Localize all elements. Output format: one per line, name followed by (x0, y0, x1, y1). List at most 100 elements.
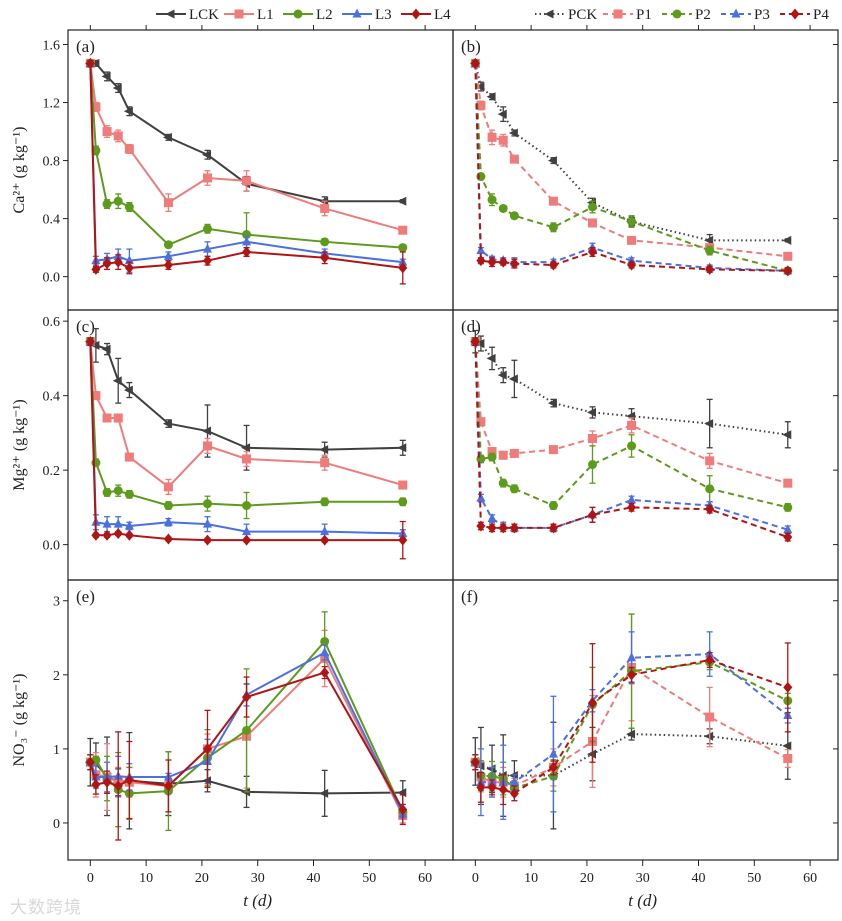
marker-square (783, 754, 793, 764)
y-tick-label: 0.8 (43, 155, 61, 170)
marker-circle (672, 9, 682, 19)
marker-circle (587, 460, 597, 470)
marker-diamond (102, 258, 112, 270)
marker-diamond (587, 697, 597, 709)
marker-diamond (113, 780, 123, 792)
marker-circle (242, 230, 252, 240)
marker-square (124, 452, 134, 462)
marker-circle (124, 489, 134, 499)
legend-label: L4 (434, 7, 451, 23)
marker-diamond (627, 501, 637, 513)
marker-triangle (202, 518, 212, 528)
marker-diamond (470, 336, 480, 348)
x-tick-label: 30 (251, 871, 265, 886)
marker-triangle (509, 776, 519, 786)
x-tick-label: 50 (362, 871, 376, 886)
x-tick-label: 40 (692, 871, 706, 886)
marker-diamond (91, 529, 101, 541)
series-line (474, 665, 789, 788)
x-tick-label: 40 (307, 871, 321, 886)
series-line (89, 671, 404, 811)
y-tick-label: 0.0 (43, 271, 61, 286)
marker-diamond (790, 8, 800, 20)
marker-diamond (627, 259, 637, 271)
marker-left-triangle (508, 128, 518, 138)
marker-diamond (320, 667, 330, 679)
marker-circle (705, 484, 715, 494)
marker-diamond (548, 761, 558, 773)
panel-label: (b) (461, 37, 481, 56)
marker-triangle (783, 524, 793, 534)
marker-triangle (242, 236, 252, 246)
marker-diamond (783, 681, 793, 693)
legend-item-P4: P4 (780, 7, 829, 23)
marker-circle (509, 484, 519, 494)
marker-left-triangle (201, 776, 211, 786)
marker-left-triangle (101, 344, 111, 354)
series-L4 (85, 336, 408, 560)
marker-square (124, 144, 134, 154)
marker-square (509, 154, 519, 164)
legend-item-P3: P3 (721, 7, 770, 23)
marker-left-triangle (782, 741, 792, 751)
marker-left-triangle (90, 340, 100, 350)
legend-label: L3 (375, 7, 392, 23)
marker-diamond (113, 527, 123, 539)
series-line (89, 656, 404, 817)
series-PCK (469, 329, 792, 449)
panel-f: (f) (461, 587, 793, 830)
marker-triangle (242, 526, 252, 536)
marker-diamond (163, 780, 173, 792)
series-L4 (85, 57, 408, 285)
series-L2 (85, 58, 408, 257)
marker-left-triangle (241, 443, 251, 453)
marker-diamond (202, 255, 212, 267)
panel-e: (e) (76, 587, 408, 841)
marker-diamond (124, 529, 134, 541)
marker-square (320, 458, 330, 468)
series-line (474, 658, 789, 795)
marker-square (487, 447, 497, 457)
marker-square (91, 391, 101, 401)
marker-diamond (113, 256, 123, 268)
marker-diamond (470, 57, 480, 69)
legend-item-PCK: PCK (535, 7, 597, 23)
y-axis-label: Ca²⁺ (g kg⁻¹) (11, 127, 28, 214)
x-tick-label: 20 (580, 871, 594, 886)
marker-circle (242, 725, 252, 735)
marker-left-triangle (112, 376, 122, 386)
panel-a: (a) (76, 37, 408, 285)
x-tick-label: 10 (524, 871, 538, 886)
marker-diamond (320, 534, 330, 546)
legend-item-L3: L3 (342, 7, 392, 23)
series-line (474, 63, 789, 272)
marker-diamond (398, 804, 408, 816)
marker-left-triangle (586, 749, 596, 759)
marker-diamond (548, 522, 558, 534)
legend-item-L1: L1 (224, 7, 274, 23)
marker-left-triangle (475, 761, 485, 771)
marker-diamond (320, 252, 330, 264)
panel-label: (f) (461, 587, 478, 606)
x-tick-label: 50 (747, 871, 761, 886)
series-L3 (85, 57, 408, 273)
marker-triangle (548, 748, 558, 758)
legend-label: L1 (257, 7, 274, 23)
marker-left-triangle (397, 788, 407, 798)
marker-square (113, 131, 123, 141)
marker-square (102, 127, 112, 137)
marker-diamond (705, 654, 715, 666)
marker-diamond (548, 259, 558, 271)
marker-square (476, 417, 486, 427)
marker-left-triangle (626, 411, 636, 421)
marker-diamond (627, 669, 637, 681)
y-tick-label: 0.6 (43, 315, 61, 330)
marker-square (509, 448, 519, 458)
y-tick-label: 1.2 (43, 97, 61, 112)
marker-square (627, 420, 637, 430)
marker-circle (398, 243, 408, 253)
y-tick-label: 0.4 (43, 213, 61, 228)
x-tick-label: 60 (803, 871, 817, 886)
marker-diamond (242, 534, 252, 546)
marker-diamond (85, 57, 95, 69)
